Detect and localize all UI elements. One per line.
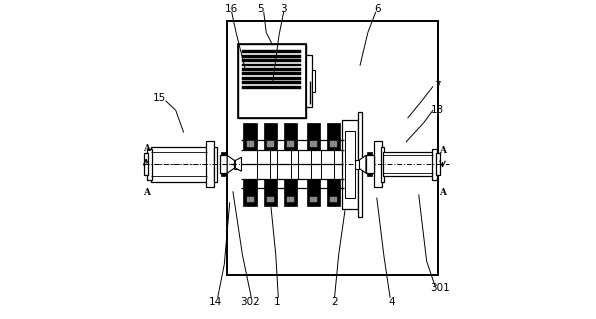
Text: 15: 15 xyxy=(153,93,166,103)
Bar xyxy=(381,147,384,182)
Bar xyxy=(219,155,227,173)
Bar xyxy=(343,120,358,209)
Bar xyxy=(243,72,301,75)
Bar xyxy=(147,149,152,180)
Bar xyxy=(243,179,257,205)
Bar xyxy=(263,179,277,205)
Text: A: A xyxy=(142,144,150,153)
Text: 302: 302 xyxy=(240,297,260,308)
Polygon shape xyxy=(359,155,366,173)
Bar xyxy=(151,147,207,182)
Polygon shape xyxy=(235,157,241,171)
Bar xyxy=(284,123,297,150)
Bar xyxy=(247,197,253,202)
Bar xyxy=(243,86,301,89)
Text: 301: 301 xyxy=(430,283,450,293)
Bar xyxy=(243,59,301,62)
Text: 4: 4 xyxy=(389,297,395,308)
Bar xyxy=(310,197,316,202)
Bar xyxy=(327,123,340,150)
Bar xyxy=(243,123,257,150)
Bar xyxy=(345,131,355,197)
Bar xyxy=(144,153,148,175)
Bar xyxy=(263,123,277,150)
Bar xyxy=(226,21,437,275)
Bar xyxy=(436,153,440,175)
Bar xyxy=(306,179,320,205)
Bar xyxy=(247,141,253,147)
Bar xyxy=(267,141,274,147)
Bar xyxy=(243,55,301,57)
Text: 16: 16 xyxy=(225,4,238,14)
Bar xyxy=(238,44,306,118)
Bar xyxy=(243,63,301,66)
Bar xyxy=(432,149,437,180)
Text: A: A xyxy=(439,146,446,155)
Text: 14: 14 xyxy=(209,297,222,308)
Bar xyxy=(287,197,294,202)
Bar xyxy=(383,152,433,176)
Bar xyxy=(213,147,217,182)
Bar xyxy=(238,44,306,118)
Bar xyxy=(234,160,240,169)
Bar xyxy=(284,179,297,205)
Bar xyxy=(330,197,337,202)
Text: 1: 1 xyxy=(274,297,281,308)
Bar xyxy=(206,141,214,187)
Bar xyxy=(374,141,381,187)
Bar xyxy=(306,123,320,150)
Text: 6: 6 xyxy=(374,4,381,14)
Bar xyxy=(327,179,340,205)
Bar xyxy=(221,173,226,176)
Bar xyxy=(330,141,337,147)
Bar xyxy=(243,81,301,84)
Bar xyxy=(221,152,226,155)
Bar xyxy=(287,141,294,147)
Text: 5: 5 xyxy=(257,4,264,14)
Bar xyxy=(243,50,301,53)
Bar xyxy=(312,70,315,92)
Polygon shape xyxy=(227,155,234,173)
Text: 7: 7 xyxy=(434,81,440,92)
Bar xyxy=(310,141,316,147)
Bar xyxy=(358,112,362,217)
Bar xyxy=(306,55,312,107)
Text: 3: 3 xyxy=(280,4,287,14)
Bar xyxy=(355,160,359,169)
Bar xyxy=(243,68,301,71)
Text: A: A xyxy=(439,188,446,197)
Text: 2: 2 xyxy=(331,297,338,308)
Text: 13: 13 xyxy=(430,105,444,115)
Bar xyxy=(366,155,374,173)
Bar xyxy=(367,173,372,176)
Bar xyxy=(367,152,372,155)
Bar xyxy=(267,197,274,202)
Bar xyxy=(243,77,301,80)
Text: A: A xyxy=(142,188,150,197)
